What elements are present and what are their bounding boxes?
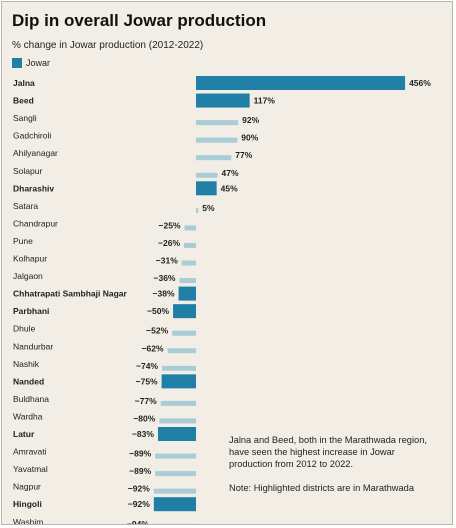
value-label: −89%: [129, 449, 151, 459]
bar: [184, 242, 196, 248]
category-label: Kolhapur: [13, 254, 47, 264]
category-label: Beed: [13, 96, 34, 106]
category-label: Yavatmal: [13, 464, 48, 474]
category-label: Chandrapur: [13, 218, 58, 228]
bar: [196, 181, 217, 196]
bar: [178, 286, 196, 301]
bar-chart: Jalna 456% Beed 117% Sangli 92% Gadchiroli 90% A…: [13, 76, 431, 525]
bar: [179, 278, 196, 284]
value-label: −36%: [154, 273, 176, 283]
category-label: Solapur: [13, 166, 42, 176]
value-label: −38%: [153, 289, 175, 299]
legend: Jowar: [12, 57, 50, 69]
category-label: Parbhani: [13, 306, 49, 316]
bar: [173, 304, 196, 319]
category-label: Pune: [13, 236, 33, 246]
value-label: −92%: [128, 499, 150, 509]
category-label: Nanded: [13, 376, 44, 386]
category-label: Dhule: [13, 324, 35, 334]
bar: [172, 330, 196, 336]
bar: [184, 225, 196, 231]
value-label: −89%: [129, 466, 151, 476]
value-label: 90%: [241, 133, 258, 143]
bar: [161, 374, 196, 389]
category-label: Nagpur: [13, 482, 41, 492]
category-label: Dharashiv: [13, 183, 54, 193]
bar: [152, 523, 196, 524]
bar: [153, 497, 196, 512]
value-label: −94%: [127, 519, 149, 525]
category-label: Amravati: [13, 447, 47, 457]
bar: [155, 471, 196, 477]
value-label: −83%: [132, 429, 154, 439]
bar: [153, 488, 196, 494]
annotation: Jalna and Beed, both in the Marathwada r…: [229, 435, 439, 508]
category-label: Gadchiroli: [13, 131, 51, 141]
category-label: Sangli: [13, 113, 37, 123]
category-label: Washim: [13, 517, 43, 525]
bar: [196, 76, 406, 90]
value-label: −31%: [156, 256, 178, 266]
category-label: Nandurbar: [13, 341, 53, 351]
category-label: Latur: [13, 429, 35, 439]
category-label: Jalgaon: [13, 271, 43, 281]
value-label: 5%: [202, 203, 215, 213]
value-label: 92%: [242, 115, 259, 125]
value-label: 45%: [221, 183, 238, 193]
bar: [196, 93, 250, 108]
value-label: −92%: [128, 484, 150, 494]
value-label: −77%: [135, 396, 157, 406]
bar: [162, 365, 196, 371]
category-label: Ahilyanagar: [13, 148, 58, 158]
bar: [155, 453, 196, 459]
bar: [196, 137, 238, 143]
category-label: Wardha: [13, 411, 43, 421]
category-label: Hingoli: [13, 499, 42, 509]
category-label: Buldhana: [13, 394, 49, 404]
bar: [157, 427, 196, 441]
value-label: 456%: [409, 78, 431, 88]
annotation-text: Jalna and Beed, both in the Marathwada r…: [229, 435, 427, 469]
value-label: −25%: [159, 220, 181, 230]
bar: [196, 207, 199, 213]
category-label: Jalna: [13, 78, 35, 88]
category-label: Nashik: [13, 359, 40, 369]
value-label: −74%: [136, 361, 158, 371]
value-label: −50%: [147, 306, 169, 316]
bar: [196, 172, 218, 178]
bar: [159, 418, 196, 424]
value-label: −52%: [146, 326, 168, 336]
bar: [181, 260, 196, 266]
value-label: −75%: [136, 376, 158, 386]
annotation-note: Note: Highlighted districts are in Marat…: [229, 483, 414, 494]
chart-subtitle: % change in Jowar production (2012-2022): [12, 40, 204, 51]
bar: [196, 155, 232, 161]
value-label: 47%: [222, 168, 239, 178]
value-label: −26%: [158, 238, 180, 248]
value-label: 117%: [254, 96, 276, 106]
category-label: Satara: [13, 201, 38, 211]
bar: [160, 400, 196, 406]
value-label: 77%: [235, 150, 252, 160]
bar: [167, 348, 196, 354]
category-label: Chhatrapati Sambhaji Nagar: [13, 289, 128, 299]
bar: [196, 120, 239, 126]
chart-title: Dip in overall Jowar production: [12, 11, 267, 30]
value-label: −80%: [133, 413, 155, 423]
legend-label: Jowar: [26, 58, 51, 68]
legend-swatch: [12, 58, 22, 68]
value-label: −62%: [142, 343, 164, 353]
